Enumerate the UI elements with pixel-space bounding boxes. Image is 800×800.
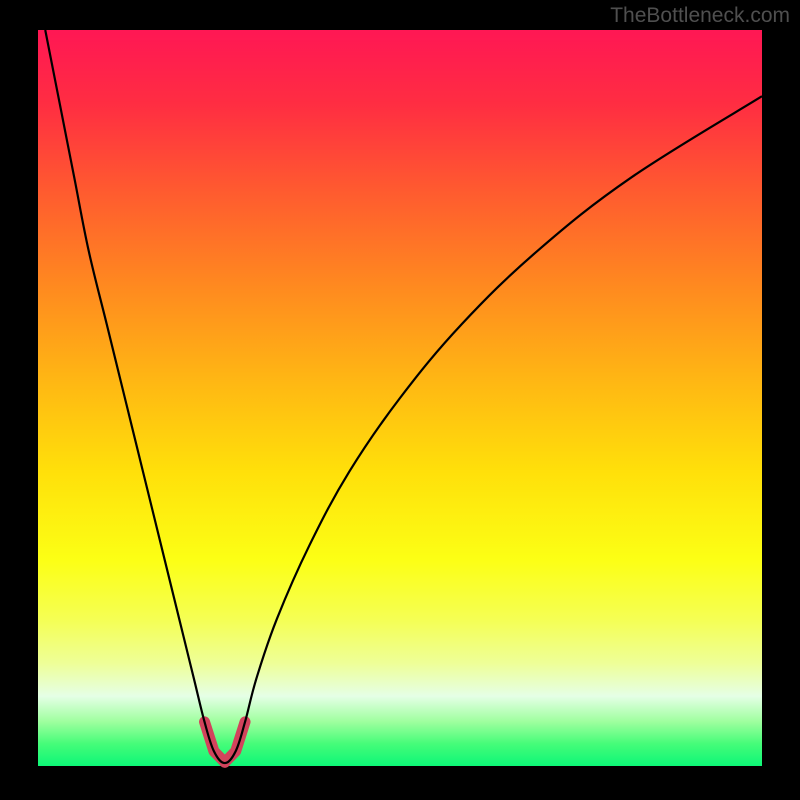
- watermark-text: TheBottleneck.com: [610, 4, 790, 28]
- chart-container: TheBottleneck.com: [0, 0, 800, 800]
- bottleneck-chart: [0, 0, 800, 800]
